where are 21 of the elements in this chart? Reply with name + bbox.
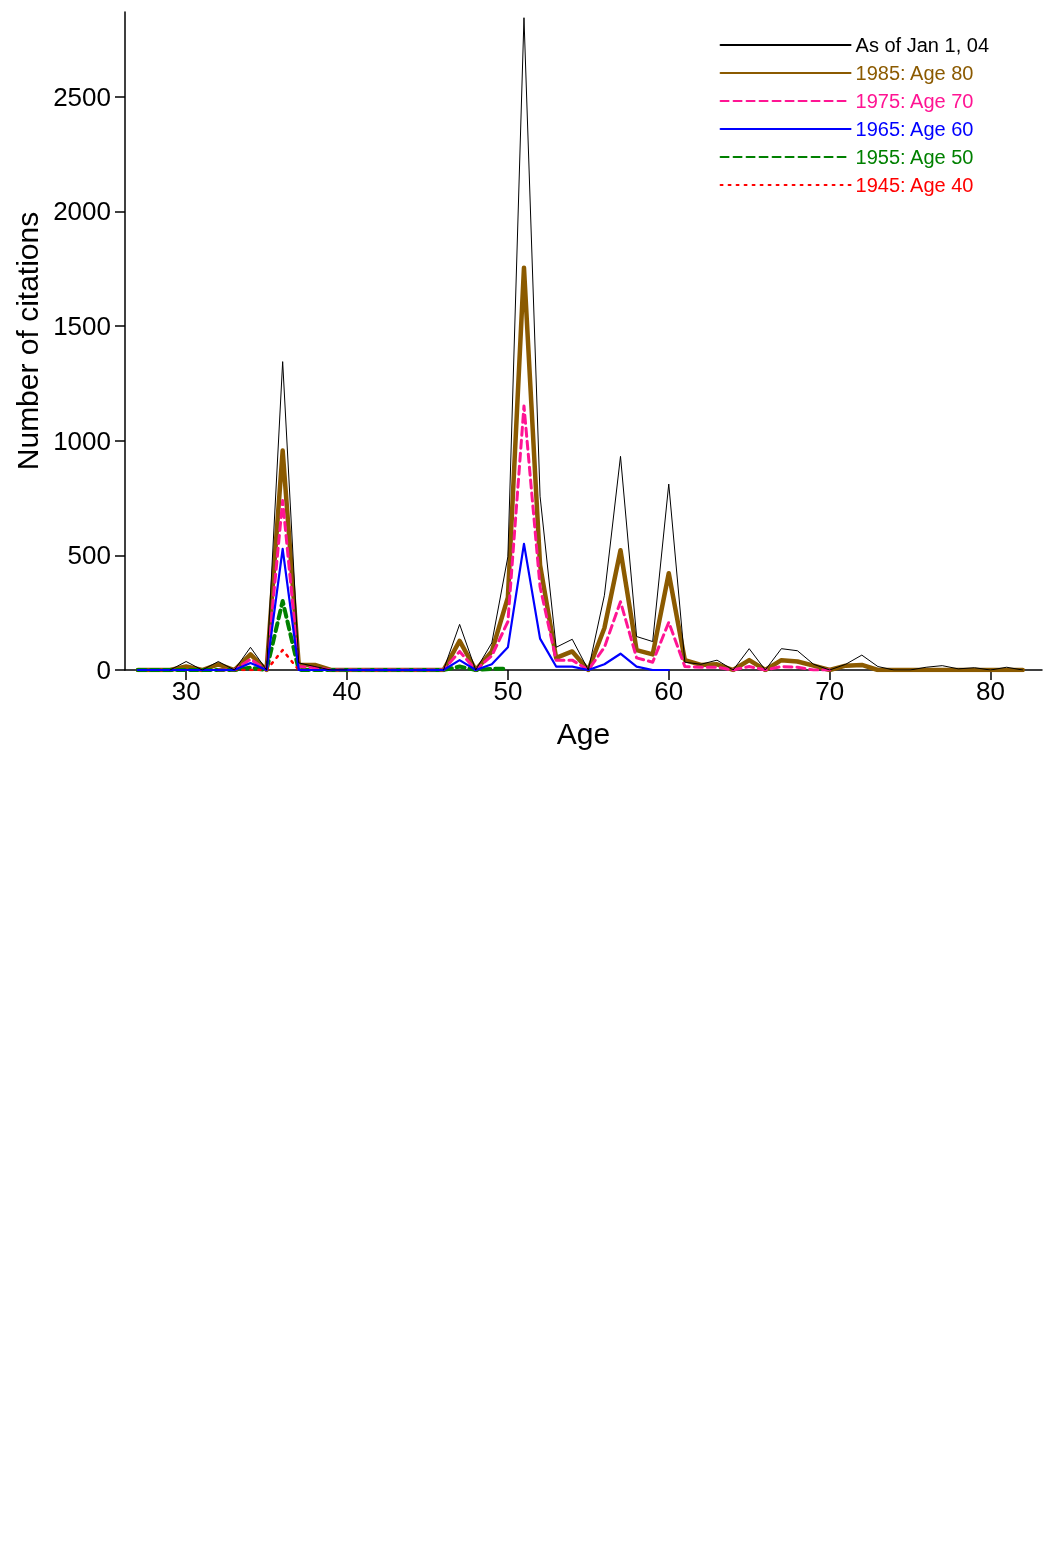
x-tick-label: 30 <box>171 676 201 706</box>
x-axis-title: Age <box>556 716 611 750</box>
y-tick-label: 1000 <box>53 425 111 456</box>
x-tick-label: 60 <box>654 676 684 706</box>
y-tick-label: 2500 <box>53 81 111 112</box>
text: As of Jan 1, 04 <box>855 34 989 56</box>
x-tick-label: 50 <box>493 676 523 706</box>
text: 1975: Age 70 <box>855 90 974 112</box>
text: 1985: Age 80 <box>855 62 974 84</box>
y-tick-label: 500 <box>67 540 111 571</box>
y-tick-label: 0 <box>96 655 111 685</box>
y-axis-title: Number of citations <box>10 211 44 471</box>
x-tick-label: 40 <box>332 676 362 706</box>
line-series <box>136 542 670 672</box>
y-tick-label: 1500 <box>53 311 111 342</box>
text: 1965: Age 60 <box>855 118 974 140</box>
text: 1955: Age 50 <box>855 146 974 168</box>
x-tick-label: 80 <box>976 676 1005 706</box>
text: 1945: Age 40 <box>855 174 974 196</box>
y-tick-label: 2000 <box>53 196 111 227</box>
x-tick-label: 70 <box>815 676 845 706</box>
